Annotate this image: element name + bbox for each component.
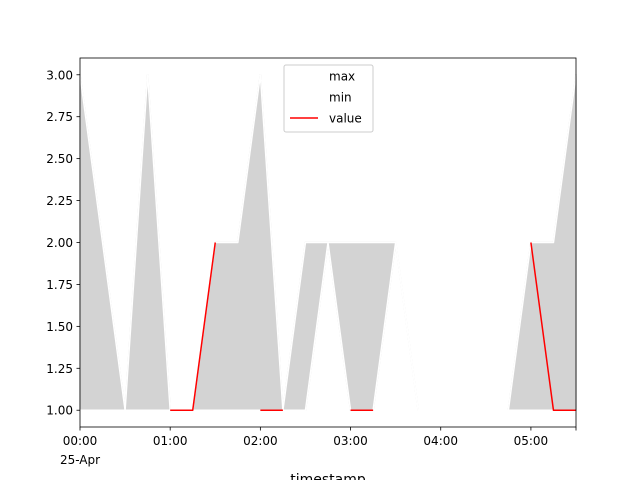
legend-label-min: min: [329, 91, 352, 105]
legend-label-max: max: [329, 70, 355, 84]
y-tick-label: 1.25: [46, 362, 73, 376]
series-line-min: [80, 241, 576, 411]
x-tick-label: 02:00: [243, 434, 278, 448]
legend: max min value: [283, 64, 374, 133]
axes: 1.00 1.25 1.50 1.75 2.00 2.25 2.50 2.75 3.00 00:0…: [46, 57, 577, 467]
x-axis-label: timestamp: [290, 472, 366, 480]
x-date-label: 25-Apr: [60, 453, 100, 467]
y-tick-label: 2.25: [46, 194, 73, 208]
y-tick-label: 1.75: [46, 278, 73, 292]
x-tick-label: 05:00: [514, 434, 549, 448]
y-tick-label: 2.00: [46, 236, 73, 250]
y-tick-label: 3.00: [46, 68, 73, 82]
y-tick-label: 2.50: [46, 152, 73, 166]
x-tick-label: 03:00: [333, 434, 368, 448]
y-tick-label: 1.00: [46, 404, 73, 418]
legend-box: [283, 64, 374, 133]
legend-label-value: value: [329, 112, 362, 126]
y-tick-label: 2.75: [46, 110, 73, 124]
y-tick-label: 1.50: [46, 320, 73, 334]
series-line-value: [170, 242, 576, 411]
x-tick-label: 04:00: [423, 434, 458, 448]
x-tick-label: 01:00: [153, 434, 188, 448]
x-tick-label: 00:00: [63, 434, 98, 448]
